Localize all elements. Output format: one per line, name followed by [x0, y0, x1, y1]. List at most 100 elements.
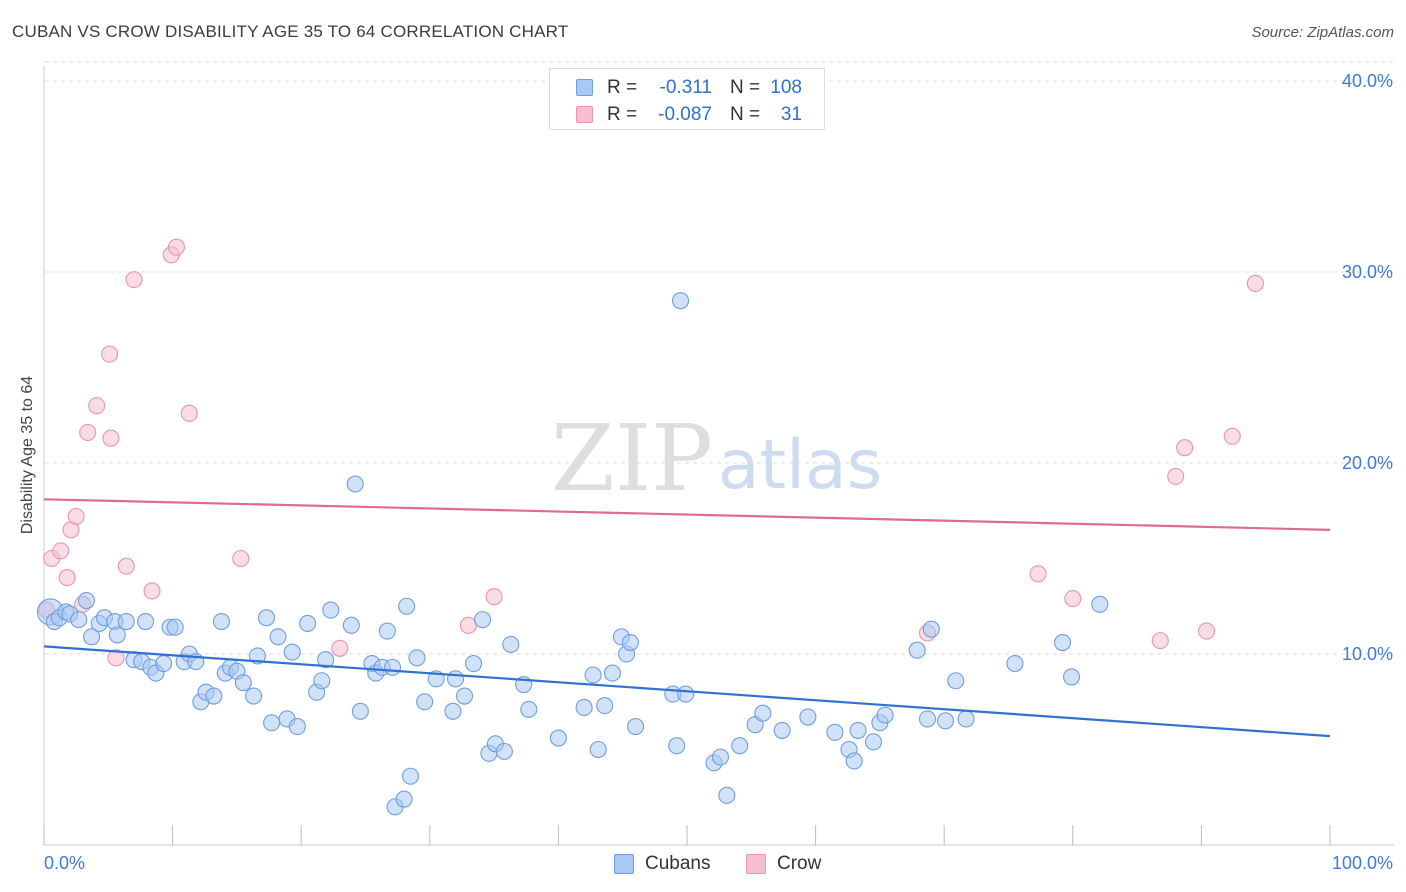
cubans-point — [596, 697, 614, 715]
cubans-point — [77, 591, 95, 610]
r-label: R = — [607, 104, 638, 125]
crow-point — [79, 423, 97, 441]
cubans-point — [936, 712, 955, 730]
crow-point — [1223, 427, 1241, 445]
cubans-point — [711, 748, 729, 766]
cubans-point — [549, 729, 567, 747]
cubans-point — [672, 292, 690, 310]
legend-swatch-crow — [746, 854, 766, 874]
cubans-point — [322, 601, 340, 619]
cubans-point — [1091, 595, 1109, 613]
cubans-point — [351, 702, 369, 720]
watermark-atlas: atlas — [718, 426, 882, 505]
cubans-point — [155, 654, 173, 673]
crow-point — [58, 569, 76, 587]
grid-lines — [45, 61, 1394, 655]
cubans-point — [627, 718, 645, 736]
cubans-point — [957, 710, 975, 728]
cubans-point — [918, 710, 937, 728]
y-tick-label: 30.0% — [1342, 262, 1393, 282]
crow-point — [143, 582, 161, 600]
tick-labels: 10.0% 20.0% 30.0% 40.0% 0.0% 100.0% — [44, 71, 1393, 873]
watermark: ZIP atlas — [551, 405, 882, 512]
r-value: -0.311 — [659, 77, 712, 98]
cubans-point — [799, 708, 817, 726]
cubans-point — [502, 635, 520, 654]
legend-swatch-cubans — [614, 854, 634, 874]
stats-row-crow: R = -0.087 N = 31 — [550, 101, 824, 127]
n-value: 108 — [770, 77, 802, 98]
cubans-point — [398, 597, 416, 615]
cubans-point — [1062, 668, 1081, 686]
cubans-point — [731, 737, 749, 755]
legend: Cubans Crow — [0, 852, 1406, 876]
cubans-point — [876, 706, 894, 724]
cubans-point — [621, 633, 639, 652]
cubans-point — [446, 670, 465, 688]
cubans-point — [754, 704, 772, 722]
cubans-point — [166, 618, 184, 636]
cubans-point — [589, 740, 607, 759]
cubans-point — [212, 612, 231, 631]
y-tick-label: 20.0% — [1342, 453, 1393, 473]
cubans-point — [395, 790, 413, 808]
n-label: N = — [730, 104, 761, 125]
watermark-zip: ZIP — [551, 405, 713, 512]
cubans-point — [603, 664, 621, 682]
r-value: -0.087 — [658, 104, 712, 125]
cubans-point — [408, 649, 426, 667]
x-tick-label: 0.0% — [44, 853, 85, 873]
y-tick-label: 10.0% — [1342, 644, 1393, 664]
cubans-trend-line — [43, 645, 1331, 738]
crow-point — [1064, 590, 1082, 608]
cubans-point — [473, 611, 492, 629]
cubans-point — [117, 612, 135, 631]
cubans-point — [234, 674, 252, 692]
cubans-point — [299, 614, 317, 632]
crow-trend-line — [43, 498, 1331, 531]
crow-point — [331, 639, 349, 657]
cubans-point — [83, 628, 101, 646]
cubans-point — [342, 616, 360, 634]
cubans-point — [317, 651, 335, 669]
cubans-point — [245, 687, 263, 705]
cubans-point — [283, 643, 301, 661]
cubans-swatch — [576, 79, 593, 96]
cubans-point — [70, 611, 88, 629]
cubans-point — [575, 698, 593, 717]
cubans-point — [773, 721, 791, 739]
crow-point — [101, 345, 119, 363]
crow-point — [67, 507, 85, 526]
crow-point — [485, 588, 503, 606]
cubans-point — [668, 737, 686, 755]
cubans-point — [849, 721, 867, 739]
stats-row-cubans: R = -0.311 N = 108 — [550, 74, 824, 100]
legend-label-crow: Crow — [777, 853, 822, 874]
n-label: N = — [730, 77, 761, 98]
cubans-point — [401, 767, 420, 785]
cubans-point — [826, 723, 844, 741]
crow-point — [1176, 439, 1194, 457]
crow-point — [125, 271, 143, 289]
cubans-point — [383, 658, 402, 676]
cubans-point — [908, 641, 926, 659]
stats-box: R = -0.311 N = 108 R = -0.087 N = 31 — [549, 68, 825, 130]
crow-swatch — [576, 106, 593, 123]
crow-point — [1167, 467, 1185, 485]
crow-point — [167, 238, 186, 256]
crow-point — [52, 542, 70, 560]
crow-point — [232, 549, 250, 568]
cubans-point — [269, 628, 287, 646]
cubans-point — [464, 654, 483, 673]
cubans-point — [378, 622, 396, 640]
cubans-point — [520, 700, 538, 718]
crow-point — [1246, 274, 1264, 293]
cubans-point — [677, 685, 695, 703]
cubans-point — [947, 672, 965, 690]
cubans-point — [108, 626, 126, 644]
chart-title: CUBAN VS CROW DISABILITY AGE 35 TO 64 CO… — [12, 22, 569, 41]
r-label: R = — [607, 77, 638, 98]
axes — [43, 66, 1394, 846]
cubans-point — [922, 620, 940, 638]
cubans-point — [495, 742, 513, 760]
